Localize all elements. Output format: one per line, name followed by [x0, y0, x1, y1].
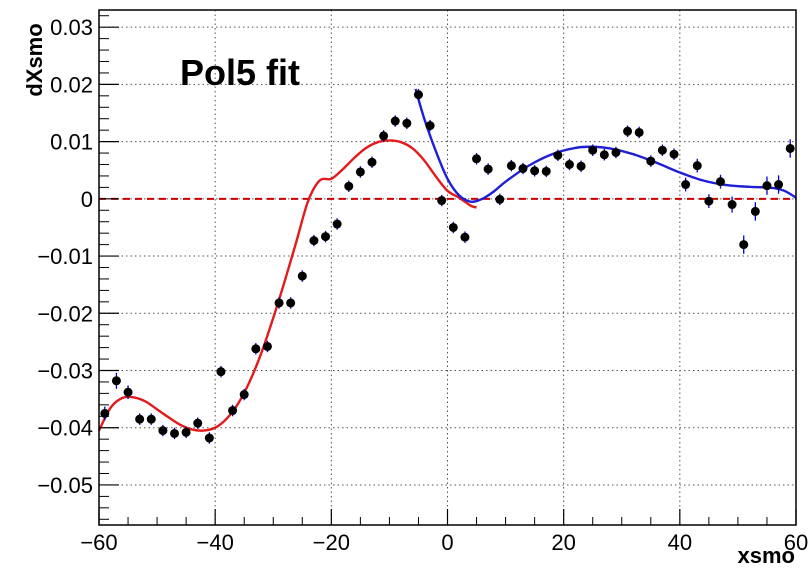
x-tick-label: 20 — [551, 530, 575, 555]
data-point — [448, 222, 458, 232]
data-point — [750, 206, 760, 216]
data-point — [425, 121, 435, 131]
data-point — [611, 147, 621, 157]
fit-curve-right — [414, 88, 797, 204]
data-point — [100, 408, 110, 418]
data-point — [460, 232, 470, 242]
data-point — [588, 145, 598, 155]
data-point — [170, 428, 180, 438]
x-tick-label: 40 — [668, 530, 692, 555]
x-axis-label: xsmo — [738, 543, 795, 568]
data-point — [518, 164, 528, 174]
data-point — [774, 180, 784, 190]
data-point — [286, 298, 296, 308]
fit-curve-left — [97, 139, 477, 432]
data-point — [262, 341, 272, 351]
data-point — [355, 167, 365, 177]
y-tick-label: −0.02 — [37, 301, 93, 326]
data-point — [123, 387, 133, 397]
data-point — [193, 418, 203, 428]
y-tick-label: −0.01 — [37, 244, 93, 269]
data-point — [181, 427, 191, 437]
x-tick-label: 0 — [441, 530, 453, 555]
data-point — [576, 161, 586, 171]
data-point — [727, 200, 737, 210]
data-point — [553, 150, 563, 160]
y-tick-label: −0.03 — [37, 359, 93, 384]
data-point — [739, 240, 749, 250]
data-point — [274, 298, 284, 308]
data-point — [332, 219, 342, 229]
data-point — [228, 406, 238, 416]
data-point — [530, 166, 540, 176]
y-tick-label: 0.02 — [50, 72, 93, 97]
data-point — [715, 177, 725, 187]
data-point — [692, 161, 702, 171]
data-point — [413, 90, 423, 100]
x-tick-label: −20 — [313, 530, 350, 555]
data-point — [785, 143, 795, 153]
y-tick-label: 0.03 — [50, 15, 93, 40]
x-tick-label: −40 — [197, 530, 234, 555]
y-tick-label: 0.01 — [50, 130, 93, 155]
tick-labels: −60 −40 −20 0 20 40 60 −0.05 −0.04 −0.03 −0.02 −0.0… — [37, 15, 808, 555]
axis-ticks — [98, 15, 797, 525]
data-point — [158, 426, 168, 436]
data-point — [111, 376, 121, 386]
data-point — [762, 181, 772, 191]
y-tick-label: −0.04 — [37, 416, 93, 441]
fit-annotation: Pol5 fit — [180, 52, 300, 93]
y-axis-label: dXsmo — [22, 23, 47, 96]
data-point — [599, 150, 609, 160]
data-point — [146, 414, 156, 424]
x-tick-label: −60 — [80, 530, 117, 555]
data-point — [239, 390, 249, 400]
data-point — [379, 131, 389, 141]
fit-curves — [97, 88, 797, 432]
data-point — [564, 160, 574, 169]
data-point — [390, 116, 400, 126]
data-point — [669, 149, 679, 159]
data-point — [204, 433, 214, 443]
data-point — [657, 145, 667, 155]
data-point — [402, 118, 412, 128]
data-point — [623, 126, 633, 136]
data-points — [100, 88, 795, 444]
y-tick-label: −0.05 — [37, 473, 93, 498]
data-point — [367, 157, 377, 167]
data-point — [634, 127, 644, 137]
data-point — [344, 181, 354, 191]
data-point — [646, 156, 656, 166]
data-point — [135, 414, 145, 424]
data-point — [216, 367, 226, 377]
data-point — [681, 180, 691, 190]
data-point — [495, 194, 505, 204]
data-point — [472, 154, 482, 164]
y-tick-label: 0 — [81, 187, 93, 212]
x-tick-label: 60 — [784, 530, 808, 555]
data-point — [251, 344, 261, 354]
data-point — [506, 161, 516, 171]
data-point — [437, 196, 447, 206]
data-point — [321, 232, 331, 242]
data-point — [483, 164, 493, 174]
data-point — [541, 166, 551, 176]
data-point — [297, 271, 307, 281]
data-point — [309, 236, 319, 246]
data-point — [704, 196, 714, 206]
